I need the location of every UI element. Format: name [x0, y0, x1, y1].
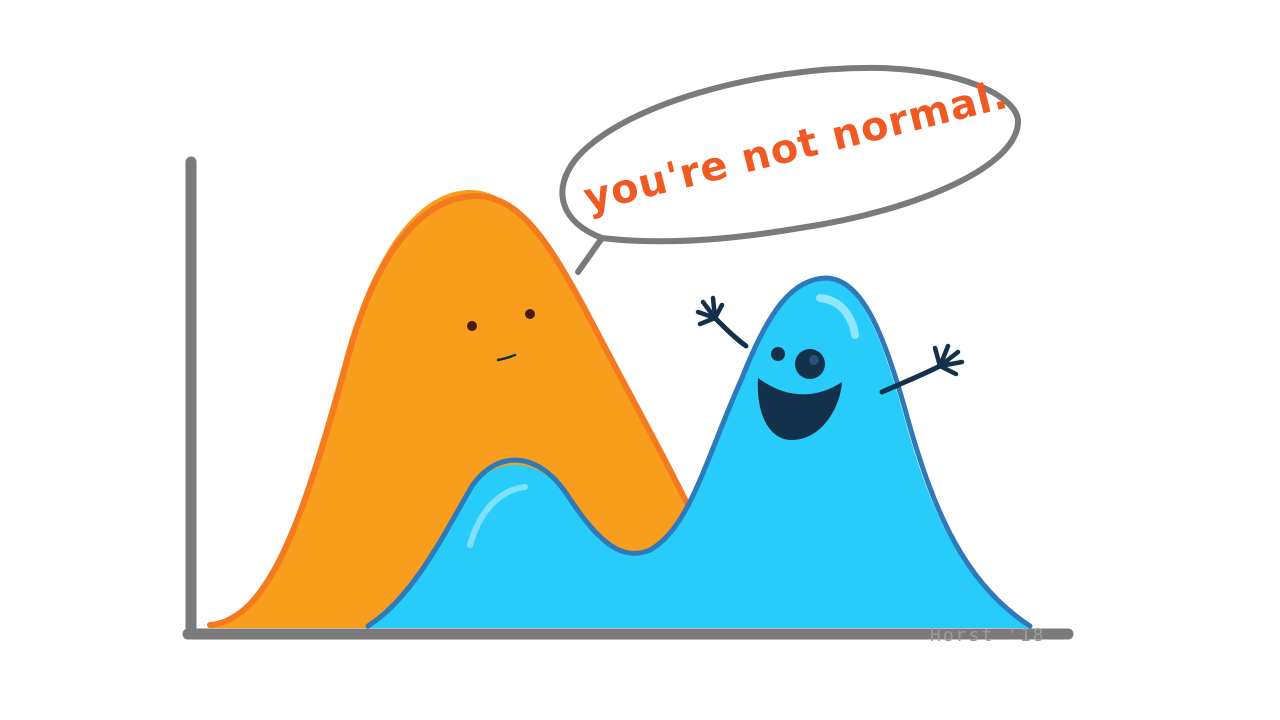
blue-left-hand [695, 295, 725, 327]
blue-curve-outline [365, 275, 1033, 629]
blue-left-eye [771, 347, 785, 361]
blue-highlight-right [816, 294, 859, 339]
blue-right-eye [795, 349, 825, 379]
orange-curve-outline [207, 192, 705, 628]
orange-mouth [496, 353, 517, 362]
blue-highlight-left [467, 484, 528, 548]
axes [182, 156, 1074, 640]
blue-open-mouth [757, 378, 842, 440]
blue-distribution [365, 275, 1033, 629]
blue-right-eye-highlight [809, 355, 819, 365]
orange-right-eye [525, 309, 535, 319]
blue-curve-fill [368, 280, 1030, 628]
blue-right-hand [932, 343, 965, 377]
blue-left-arm [712, 315, 749, 349]
blue-right-arm [879, 363, 943, 395]
artist-signature: Horst '18 [930, 625, 1046, 646]
orange-left-eye [467, 321, 477, 331]
speech-bubble-outline [559, 64, 1022, 275]
speech-bubble: you're not normal. [559, 64, 1022, 275]
speech-bubble-text: you're not normal. [579, 72, 1013, 222]
